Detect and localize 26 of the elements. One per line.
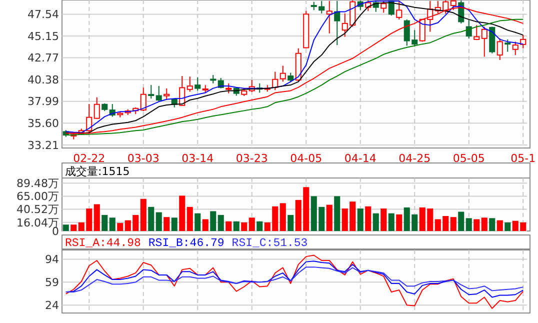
x-tick-label: 05-1 — [510, 152, 536, 165]
chart-title: 成交量:1515 — [65, 165, 130, 178]
y-tick-label: 35.60 — [28, 117, 59, 130]
series-label: RSI_C:51.53 — [232, 237, 308, 250]
y-tick-label: 33.21 — [28, 138, 59, 152]
y-tick-label: 40.52万 — [16, 203, 59, 216]
x-tick-label: 04-14 — [344, 152, 376, 165]
x-tick-label: 02-22 — [73, 152, 106, 165]
x-tick-label: 03-23 — [236, 152, 268, 165]
y-tick-label: 24 — [45, 298, 59, 312]
x-tick-label: 04-05 — [290, 152, 322, 165]
x-tick-label: 03-14 — [182, 152, 214, 165]
y-tick-label: 65.00万 — [16, 190, 59, 204]
y-tick-label: 37.99 — [28, 95, 59, 108]
y-tick-label: 94 — [45, 253, 59, 266]
y-tick-label: 42.77 — [28, 52, 59, 65]
y-tick-label: 47.54 — [28, 8, 59, 22]
y-tick-label: 89.48万 — [16, 176, 59, 190]
y-tick-label: 59 — [45, 276, 59, 290]
series-label: RSI_A:44.98 — [65, 237, 142, 250]
x-tick-label: 03-03 — [127, 152, 160, 165]
y-tick-label: 40.38 — [28, 73, 59, 86]
series-label: RSI_B:46.79 — [148, 237, 224, 250]
x-tick-label: 04-25 — [398, 152, 431, 165]
y-tick-label: 45.15 — [28, 30, 59, 43]
x-tick-label: 05-05 — [452, 152, 485, 165]
